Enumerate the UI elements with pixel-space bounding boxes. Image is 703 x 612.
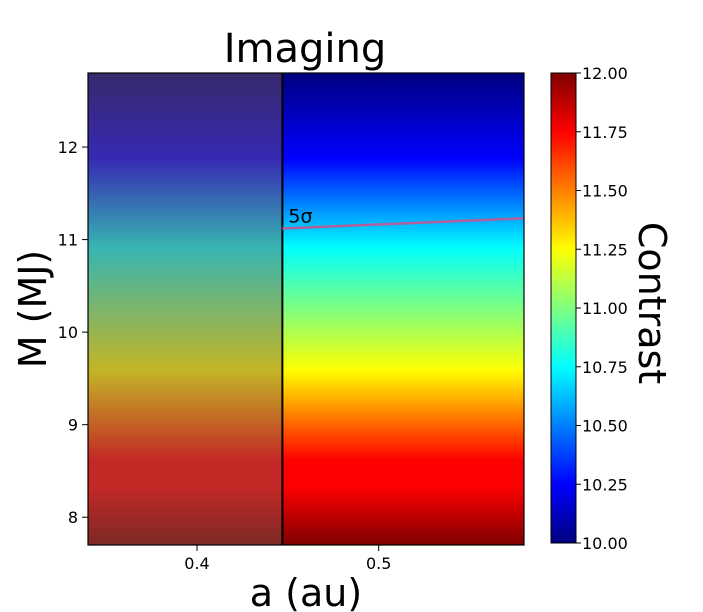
excluded-region-shade <box>88 73 283 545</box>
colorbar <box>550 72 577 544</box>
x-axis-ticks: 0.4 0.5 <box>184 545 391 573</box>
chart-title: Imaging <box>224 26 387 72</box>
colorbar-tick-label: 10.25 <box>582 475 628 494</box>
plot-frame <box>87 72 525 546</box>
y-tick-label: 12 <box>58 138 78 157</box>
x-tick-label: 0.4 <box>184 554 209 573</box>
colorbar-ticks: 12.00 11.75 11.50 11.25 11.00 10.75 10.50 10.25… <box>576 64 628 553</box>
y-axis-ticks: 8 9 10 11 12 <box>58 138 88 527</box>
y-tick-label: 8 <box>68 508 78 527</box>
y-axis-label: M (MJ) <box>11 250 55 369</box>
contour-5sigma-label: 5σ <box>288 205 312 227</box>
colorbar-tick-label: 10.50 <box>582 417 628 436</box>
heatmap-field <box>88 73 524 545</box>
y-tick-label: 11 <box>58 231 78 250</box>
colorbar-tick-label: 11.75 <box>582 123 628 142</box>
colorbar-tick-label: 11.25 <box>582 240 628 259</box>
colorbar-tick-label: 11.00 <box>582 299 628 318</box>
contour-5sigma-line <box>282 217 525 230</box>
colorbar-tick-label: 11.50 <box>582 182 628 201</box>
y-tick-label: 9 <box>68 416 78 435</box>
colorbar-label: Contrast <box>630 222 674 384</box>
x-axis-label: a (au) <box>250 571 362 612</box>
colorbar-tick-label: 12.00 <box>582 64 628 83</box>
y-tick-label: 10 <box>58 323 78 342</box>
colorbar-tick-label: 10.00 <box>582 534 628 553</box>
x-tick-label: 0.5 <box>366 554 391 573</box>
colorbar-tick-label: 10.75 <box>582 358 628 377</box>
